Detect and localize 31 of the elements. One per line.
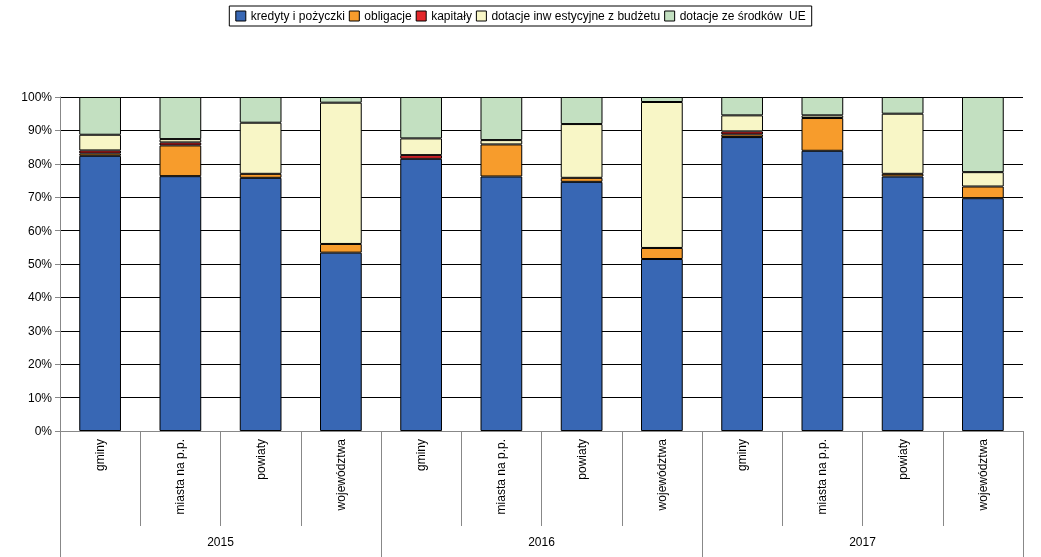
y-tick-label: 10%	[27, 390, 53, 405]
x-tick-label: miasta na p.p.	[815, 439, 830, 515]
y-tick-label: 60%	[27, 223, 53, 238]
x-tick-label: miasta na p.p.	[173, 439, 188, 515]
text: 2016	[528, 535, 556, 549]
x-tick-label: województwa	[333, 438, 348, 512]
x-tick-label: gminy	[93, 439, 108, 472]
text: 2017	[849, 535, 877, 549]
text: 2015	[207, 535, 235, 549]
x-tick-label: gminy	[414, 439, 429, 472]
y-tick-label: 100%	[21, 90, 53, 104]
y-tick-label: 80%	[27, 156, 53, 171]
x-tick-label: miasta na p.p.	[494, 439, 509, 515]
y-tick-label: 20%	[27, 357, 53, 372]
legend-label: kapitały	[431, 9, 472, 23]
y-tick-label: 70%	[27, 190, 53, 205]
x-tick-label: powiaty	[895, 439, 910, 480]
y-tick-label: 0%	[34, 424, 53, 438]
legend-label: dotacje ze środków UE	[679, 9, 806, 23]
legend-label: obligacje	[364, 9, 413, 23]
x-tick-label: województwa	[975, 438, 990, 512]
y-tick-label: 40%	[27, 290, 53, 305]
y-tick-label: 50%	[27, 257, 53, 271]
legend-label: kredyty i pożyczki	[250, 9, 345, 23]
x-tick-label: powiaty	[253, 439, 268, 480]
x-tick-label: powiaty	[574, 439, 589, 480]
x-tick-label: województwa	[654, 438, 669, 512]
legend-label: dotacje inw estycyjne z budżetu	[491, 9, 661, 23]
y-tick-label: 90%	[27, 123, 53, 138]
y-tick-label: 30%	[27, 323, 53, 338]
x-tick-label: gminy	[735, 439, 750, 472]
